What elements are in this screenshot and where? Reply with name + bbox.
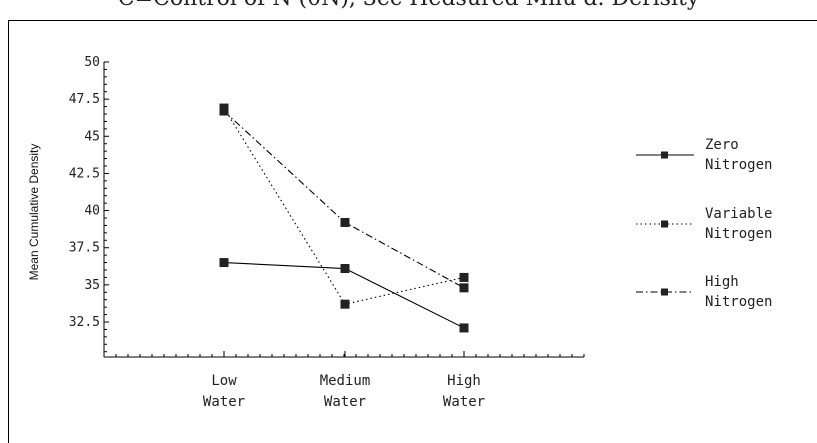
series-point-2 <box>459 283 469 293</box>
y-tick-label: 50 <box>84 55 100 70</box>
legend-label: Nitrogen <box>705 294 772 310</box>
legend-label: Nitrogen <box>705 157 772 173</box>
legend-label: Nitrogen <box>705 226 772 242</box>
x-category-label: Medium <box>320 373 371 389</box>
series-point-1 <box>459 272 469 282</box>
series-point-0 <box>340 264 350 274</box>
series-point-0 <box>219 258 229 268</box>
y-tick-label: 37.5 <box>69 241 100 256</box>
legend-label: Variable <box>705 206 772 222</box>
y-tick-label: 35 <box>84 278 100 293</box>
x-category-label: Water <box>443 394 485 410</box>
x-category-label: Low <box>211 373 237 389</box>
y-tick-label: 45 <box>84 129 100 144</box>
legend-marker-1 <box>661 220 668 228</box>
x-category-label: High <box>447 373 481 389</box>
y-axis-label: Mean Cumulative Density <box>27 144 41 281</box>
y-tick-label: 47.5 <box>69 92 100 107</box>
series-point-2 <box>340 217 350 227</box>
legend-marker-0 <box>661 151 668 159</box>
series-line-1 <box>223 107 465 305</box>
y-tick-label: 42.5 <box>69 166 100 181</box>
legend-label: High <box>705 274 739 290</box>
legend: Zero Nitrogen Variable Nitrogen High Nitrogen <box>636 137 772 310</box>
y-tick-label: 40 <box>84 204 100 219</box>
legend-label: Zero <box>705 137 739 153</box>
legend-marker-2 <box>661 288 668 296</box>
y-tick-label: 32.5 <box>69 315 100 330</box>
chart-frame <box>8 20 817 443</box>
series-point-0 <box>459 323 469 333</box>
axes: 50 47.5 45 42.5 40 37.5 35 32.5 Low Water Medium Wa… <box>27 55 585 410</box>
top-caption: C=Control of N (0N), 3ec Hedsured Milu d… <box>0 0 817 11</box>
series-point-2 <box>219 106 229 116</box>
series-point-1 <box>340 299 350 309</box>
x-category-label: Water <box>324 394 366 410</box>
series-line-2 <box>223 110 465 289</box>
x-category-label: Water <box>203 394 245 410</box>
series-layer <box>219 103 469 333</box>
